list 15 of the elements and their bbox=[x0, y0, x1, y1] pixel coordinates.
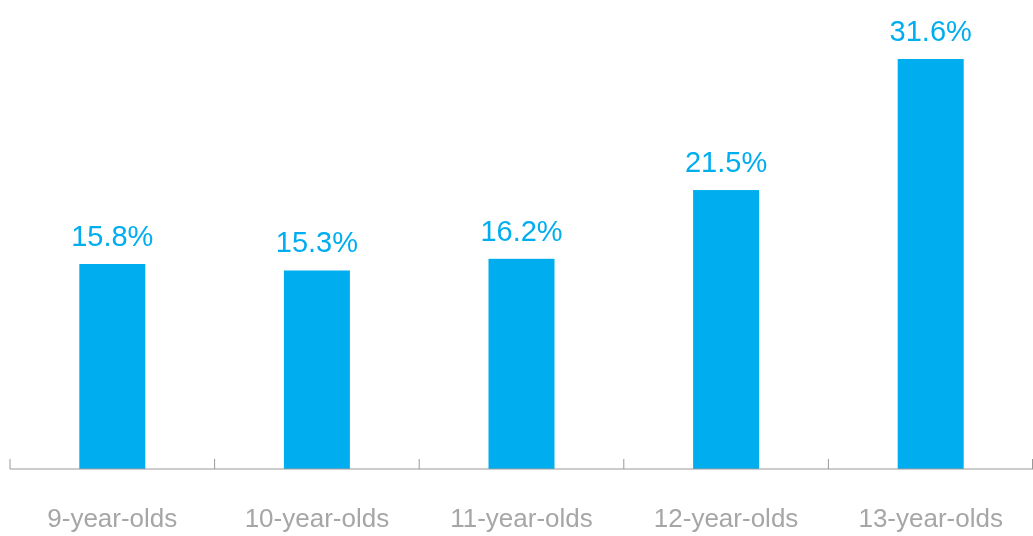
bar bbox=[693, 190, 760, 469]
data-label: 21.5% bbox=[684, 146, 768, 179]
x-tick-label: 10-year-olds bbox=[244, 503, 390, 533]
bar bbox=[488, 258, 555, 469]
data-label: 15.8% bbox=[71, 220, 154, 252]
bar bbox=[897, 59, 964, 469]
data-label: 31.6% bbox=[889, 15, 972, 47]
x-tick-label: 13-year-olds bbox=[858, 503, 1003, 533]
bar bbox=[283, 270, 350, 469]
bar bbox=[79, 264, 146, 469]
x-tick-label: 9-year-olds bbox=[47, 503, 178, 533]
x-tick-label: 11-year-olds bbox=[450, 503, 593, 533]
x-tick-label: 12-year-olds bbox=[653, 503, 799, 533]
data-label: 15.3% bbox=[275, 226, 359, 259]
data-label: 16.2% bbox=[480, 214, 563, 247]
